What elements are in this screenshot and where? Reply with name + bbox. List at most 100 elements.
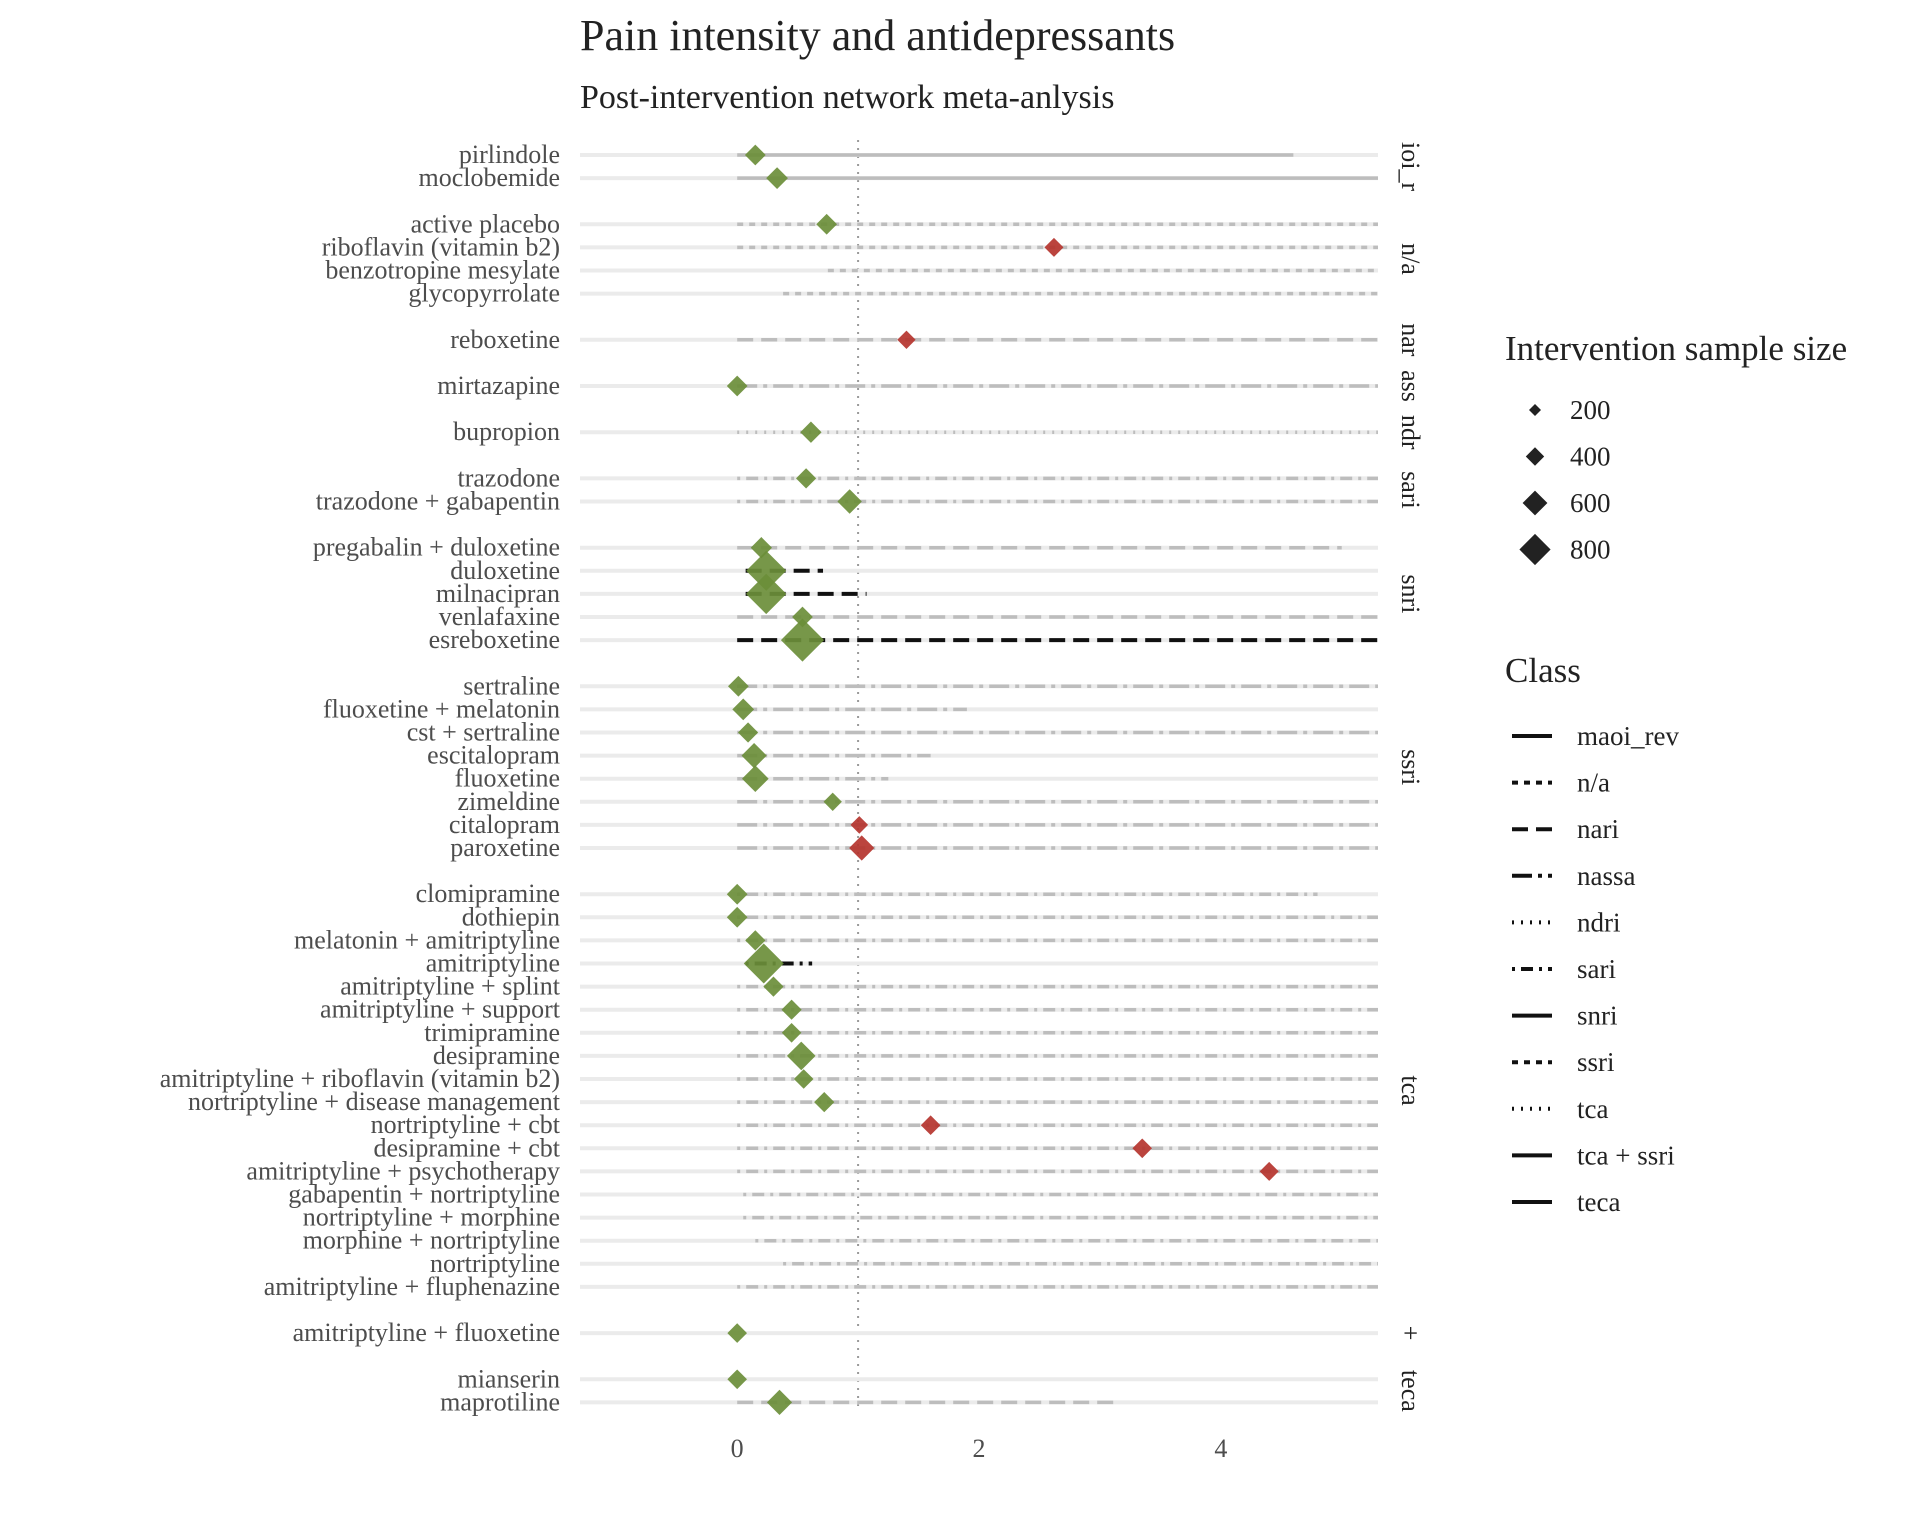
estimate-point bbox=[726, 883, 748, 905]
row-label: desipramine bbox=[433, 1041, 560, 1070]
class-legend-label: tca + ssri bbox=[1577, 1140, 1675, 1170]
row-label: escitalopram bbox=[427, 741, 560, 770]
row-label: pregabalin + duloxetine bbox=[313, 533, 560, 562]
row-label: nortriptyline + morphine bbox=[303, 1203, 560, 1232]
size-legend-key bbox=[1522, 490, 1548, 516]
estimate-point bbox=[732, 698, 755, 721]
estimate-point bbox=[763, 976, 784, 997]
row-label: reboxetine bbox=[450, 325, 560, 354]
row-label: milnacipran bbox=[436, 579, 560, 608]
x-tick-label: 0 bbox=[731, 1434, 744, 1463]
estimate-point bbox=[849, 835, 875, 861]
estimate-point bbox=[1132, 1138, 1153, 1159]
row-label: nortriptyline + disease management bbox=[188, 1087, 561, 1116]
estimate-point bbox=[823, 792, 842, 811]
estimate-point bbox=[814, 1092, 835, 1113]
chart-subtitle: Post-intervention network meta-anlysis bbox=[580, 79, 1114, 116]
facet-label: ndr bbox=[1396, 415, 1425, 450]
class-legend-label: ssri bbox=[1577, 1047, 1615, 1077]
class-legend-label: tca bbox=[1577, 1094, 1608, 1124]
row-label: amitriptyline + support bbox=[320, 995, 561, 1024]
facet-label: ssri bbox=[1396, 749, 1425, 785]
facet-label: + bbox=[1396, 1326, 1425, 1341]
row-label: bupropion bbox=[453, 417, 560, 446]
row-label: venlafaxine bbox=[439, 602, 560, 631]
size-legend-key bbox=[1525, 447, 1545, 466]
estimate-point bbox=[920, 1115, 941, 1136]
row-label: mianserin bbox=[457, 1364, 560, 1393]
row-label: fluoxetine bbox=[455, 764, 560, 793]
row-label: amitriptyline + riboflavin (vitamin b2) bbox=[160, 1064, 560, 1093]
estimate-point bbox=[816, 213, 838, 235]
size-legend: Intervention sample size 200 400 600 800 bbox=[1505, 329, 1847, 566]
estimate-point bbox=[1259, 1161, 1279, 1181]
row-label: gabapentin + nortriptyline bbox=[288, 1180, 560, 1209]
facet-label: tca bbox=[1396, 1075, 1425, 1106]
estimate-point bbox=[744, 144, 766, 166]
facet-label: nar bbox=[1396, 323, 1425, 357]
estimate-point bbox=[781, 999, 802, 1020]
row-label: citalopram bbox=[449, 810, 560, 839]
row-label: esreboxetine bbox=[429, 625, 560, 654]
size-legend-label: 600 bbox=[1570, 488, 1611, 518]
x-tick-label: 4 bbox=[1214, 1434, 1227, 1463]
estimate-point bbox=[786, 1041, 816, 1071]
size-legend-key bbox=[1519, 533, 1551, 566]
estimate-point bbox=[780, 618, 825, 662]
row-label: zimeldine bbox=[457, 787, 560, 816]
estimate-point bbox=[781, 1022, 802, 1043]
row-label: amitriptyline + splint bbox=[340, 972, 561, 1001]
size-legend-label: 800 bbox=[1570, 535, 1611, 565]
class-legend-label: n/a bbox=[1577, 768, 1610, 798]
estimate-point bbox=[897, 330, 916, 349]
class-legend-label: nassa bbox=[1577, 861, 1635, 891]
row-label: amitriptyline + psychotherapy bbox=[246, 1156, 560, 1185]
estimate-point bbox=[737, 722, 759, 743]
facet-label: ioi_r bbox=[1396, 142, 1425, 191]
row-label: pirlindole bbox=[459, 140, 560, 169]
row-label: benzotropine mesylate bbox=[325, 256, 560, 285]
class-legend-label: snri bbox=[1577, 1001, 1618, 1031]
row-label: cst + sertraline bbox=[407, 718, 560, 747]
row-label: desipramine + cbt bbox=[374, 1133, 561, 1162]
row-label: clomipramine bbox=[416, 879, 560, 908]
estimate-point bbox=[766, 1389, 793, 1416]
estimate-point bbox=[850, 816, 869, 834]
row-label: fluoxetine + melatonin bbox=[323, 694, 560, 723]
row-label: amitriptyline bbox=[426, 949, 560, 978]
size-legend-label: 200 bbox=[1570, 395, 1611, 425]
class-legend: Class maoi_rev n/a nari nassa ndri sari snri ss… bbox=[1505, 651, 1679, 1217]
estimate-point bbox=[741, 765, 769, 793]
row-label: nortriptyline + cbt bbox=[371, 1110, 561, 1139]
row-label: amitriptyline + fluoxetine bbox=[293, 1318, 560, 1347]
estimate-point bbox=[793, 1069, 814, 1089]
row-label: amitriptyline + fluphenazine bbox=[264, 1272, 560, 1301]
row-label: melatonin + amitriptyline bbox=[294, 925, 560, 954]
estimate-point bbox=[796, 468, 817, 489]
estimate-point bbox=[766, 167, 788, 189]
row-label: active placebo bbox=[411, 209, 560, 238]
size-legend-key bbox=[1529, 404, 1541, 416]
row-label: moclobemide bbox=[418, 163, 560, 192]
class-legend-label: ndri bbox=[1577, 907, 1621, 937]
row-label: maprotiline bbox=[440, 1387, 560, 1416]
estimate-point bbox=[745, 930, 766, 951]
estimate-point bbox=[727, 1369, 747, 1390]
size-legend-label: 400 bbox=[1570, 442, 1611, 472]
chart-title: Pain intensity and antidepressants bbox=[580, 11, 1175, 60]
estimate-point bbox=[741, 742, 767, 769]
class-legend-label: teca bbox=[1577, 1187, 1620, 1217]
estimate-point bbox=[1044, 237, 1064, 257]
estimate-point bbox=[726, 375, 748, 397]
facet-label: teca bbox=[1396, 1370, 1425, 1412]
estimate-point bbox=[800, 421, 822, 443]
class-legend-label: maoi_rev bbox=[1577, 721, 1679, 751]
facet-label: snri bbox=[1396, 574, 1425, 613]
size-legend-title: Intervention sample size bbox=[1505, 329, 1847, 368]
class-legend-label: nari bbox=[1577, 814, 1619, 844]
facet-label: n/a bbox=[1396, 243, 1425, 275]
row-label: nortriptyline bbox=[430, 1249, 560, 1278]
estimate-point bbox=[728, 675, 749, 697]
